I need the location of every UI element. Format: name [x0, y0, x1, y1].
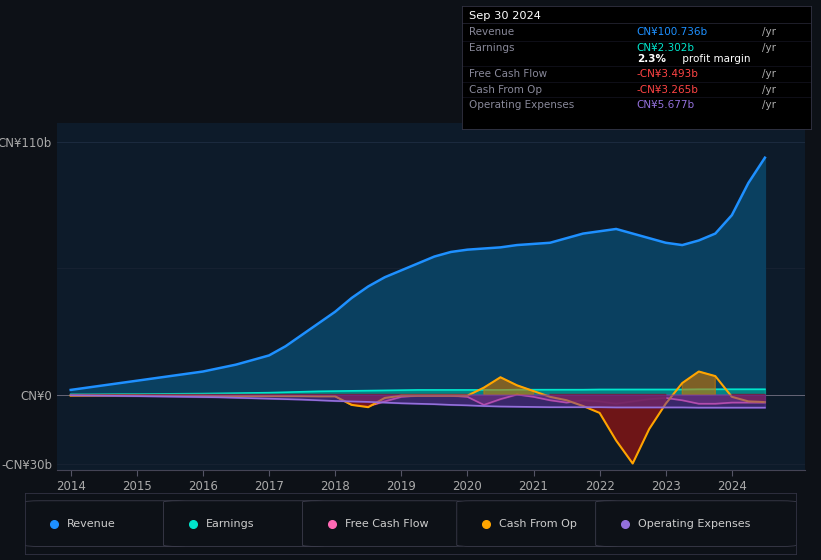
Text: /yr: /yr [763, 43, 777, 53]
Text: /yr: /yr [763, 27, 777, 37]
Text: Revenue: Revenue [67, 519, 116, 529]
FancyBboxPatch shape [163, 501, 326, 547]
FancyBboxPatch shape [596, 501, 796, 547]
Text: Operating Expenses: Operating Expenses [638, 519, 750, 529]
Text: /yr: /yr [763, 69, 777, 80]
FancyBboxPatch shape [456, 501, 619, 547]
Text: Sep 30 2024: Sep 30 2024 [470, 11, 541, 21]
Text: Earnings: Earnings [206, 519, 255, 529]
Text: Free Cash Flow: Free Cash Flow [345, 519, 429, 529]
Text: -CN¥3.265b: -CN¥3.265b [637, 85, 699, 95]
Text: CN¥100.736b: CN¥100.736b [637, 27, 708, 37]
Text: /yr: /yr [763, 85, 777, 95]
Text: Revenue: Revenue [470, 27, 514, 37]
Text: Cash From Op: Cash From Op [470, 85, 542, 95]
Text: CN¥2.302b: CN¥2.302b [637, 43, 695, 53]
Text: CN¥5.677b: CN¥5.677b [637, 100, 695, 110]
Text: profit margin: profit margin [679, 54, 750, 64]
FancyBboxPatch shape [302, 501, 465, 547]
FancyBboxPatch shape [25, 501, 186, 547]
Text: Operating Expenses: Operating Expenses [470, 100, 575, 110]
Text: Free Cash Flow: Free Cash Flow [470, 69, 548, 80]
Text: Earnings: Earnings [470, 43, 515, 53]
Text: /yr: /yr [763, 100, 777, 110]
Text: -CN¥3.493b: -CN¥3.493b [637, 69, 699, 80]
Text: Cash From Op: Cash From Op [499, 519, 577, 529]
Text: 2.3%: 2.3% [637, 54, 666, 64]
